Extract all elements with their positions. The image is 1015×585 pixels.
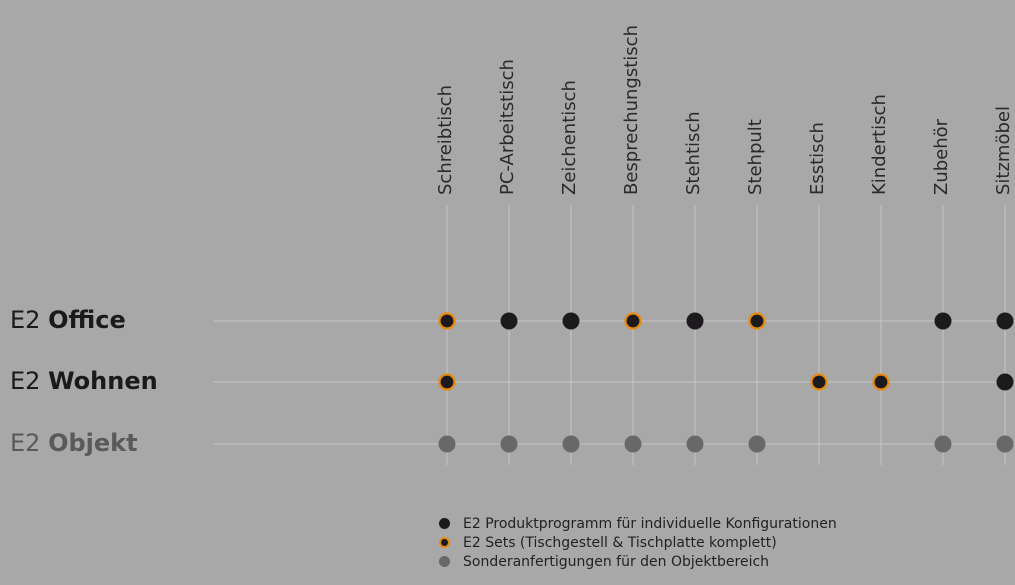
column-label: Schreibtisch (435, 85, 456, 195)
legend-item-set: E2 Sets (Tischgestell & Tischplatte komp… (439, 533, 837, 552)
dot-objekt-8-special (934, 435, 952, 453)
row-label-prefix: E2 (10, 367, 49, 395)
column-label: PC-Arbeitstisch (497, 59, 518, 195)
column-label: Zubehör (931, 118, 952, 195)
legend-dot-set (439, 537, 450, 548)
dot-office-0-set (438, 312, 456, 330)
legend-label-product: E2 Produktprogramm für individuelle Konf… (463, 515, 837, 532)
row-label-prefix: E2 (10, 306, 49, 334)
dot-objekt-9-special (996, 435, 1014, 453)
dot-office-1-product (500, 312, 518, 330)
dot-objekt-1-special (500, 435, 518, 453)
dot-objekt-5-special (748, 435, 766, 453)
dot-office-9-product (996, 312, 1014, 330)
dot-office-8-product (934, 312, 952, 330)
dot-office-2-product (562, 312, 580, 330)
legend-dot-special (439, 556, 450, 567)
dot-wohnen-6-set (810, 373, 828, 391)
dot-wohnen-7-set (872, 373, 890, 391)
row-label-objekt: E2 Objekt (10, 431, 138, 455)
legend-dot-product (439, 518, 450, 529)
row-label-office: E2 Office (10, 308, 126, 332)
row-label-wohnen: E2 Wohnen (10, 369, 158, 393)
dot-wohnen-9-product (996, 373, 1014, 391)
dot-office-5-set (748, 312, 766, 330)
dot-office-3-set (624, 312, 642, 330)
dot-wohnen-0-set (438, 373, 456, 391)
legend-item-special: Sonderanfertigungen für den Objektbereic… (439, 552, 837, 571)
legend-label-special: Sonderanfertigungen für den Objektbereic… (463, 553, 770, 570)
column-label: Stehpult (745, 119, 766, 195)
column-label: Sitzmöbel (993, 106, 1014, 195)
legend-label-set: E2 Sets (Tischgestell & Tischplatte komp… (463, 534, 777, 551)
row-label-name: Wohnen (48, 367, 158, 395)
row-label-prefix: E2 (10, 429, 49, 457)
dot-office-4-product (686, 312, 704, 330)
column-label: Kindertisch (869, 94, 890, 195)
dot-objekt-0-special (438, 435, 456, 453)
column-label: Stehtisch (683, 111, 704, 195)
dot-objekt-3-special (624, 435, 642, 453)
legend-item-product: E2 Produktprogramm für individuelle Konf… (439, 514, 837, 533)
column-label: Esstisch (807, 122, 828, 195)
column-label: Besprechungstisch (621, 25, 642, 195)
row-label-name: Office (48, 306, 126, 334)
column-label: Zeichentisch (559, 80, 580, 195)
dot-objekt-2-special (562, 435, 580, 453)
dot-objekt-4-special (686, 435, 704, 453)
row-label-name: Objekt (48, 429, 138, 457)
legend: E2 Produktprogramm für individuelle Konf… (439, 514, 837, 571)
